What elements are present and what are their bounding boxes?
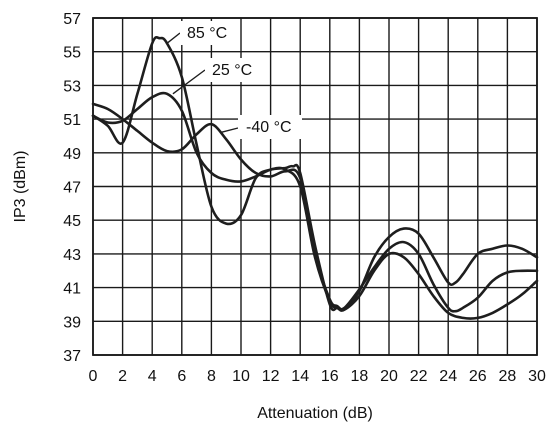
x-tick-label: 8 [207,368,216,385]
y-axis-label: IP3 (dBm) [12,150,29,222]
x-tick-label: 4 [148,368,157,385]
x-axis-label: Attenuation (dB) [257,405,373,422]
x-tick-label: 14 [291,368,309,385]
y-tick-label: 37 [63,348,81,365]
x-tick-label: 12 [262,368,280,385]
label-leader-line [172,69,206,95]
series-labels: 85 °C 25 °C -40 °C [166,21,302,139]
x-tick-label: 0 [89,368,98,385]
y-tick-label: 53 [63,78,81,95]
y-tick-label: 51 [63,112,81,129]
plot-frame [92,17,538,356]
label-background [238,115,302,139]
series-line-85-c [91,35,539,312]
label-leader-line [166,32,181,44]
x-tick-label: 10 [232,368,250,385]
y-tick-label: 39 [63,314,81,331]
y-tick-label: 57 [63,11,81,28]
x-tick-label: 28 [499,368,517,385]
series-curves [91,35,539,320]
series-label-40-c: -40 °C [246,119,292,136]
series-label-85-c: 85 °C [187,25,227,42]
label-background [205,58,263,82]
series-line-25-c [91,91,539,313]
label-background [180,21,240,45]
y-tick-label: 45 [63,213,81,230]
y-tick-label: 49 [63,146,81,163]
y-tick-label: 55 [63,45,81,62]
y-tick-label: 43 [63,247,81,264]
x-tick-label: 24 [439,368,457,385]
x-tick-label: 16 [321,368,339,385]
x-tick-label: 20 [380,368,398,385]
x-tick-label: 2 [118,368,127,385]
label-leader-line [220,127,239,134]
series-label-25-c: 25 °C [212,62,252,79]
y-tick-label: 47 [63,180,81,197]
x-tick-label: 18 [351,368,369,385]
x-tick-label: 30 [528,368,546,385]
x-tick-label: 26 [469,368,487,385]
series-line-40-c [91,102,539,320]
y-tick-labels: 37 39 41 43 45 47 49 51 53 55 57 [63,11,81,365]
x-tick-label: 6 [177,368,186,385]
x-tick-labels: 0 2 4 6 8 10 12 14 16 18 20 22 24 26 28 30 [89,368,546,385]
x-tick-label: 22 [410,368,428,385]
y-tick-label: 41 [63,281,81,298]
